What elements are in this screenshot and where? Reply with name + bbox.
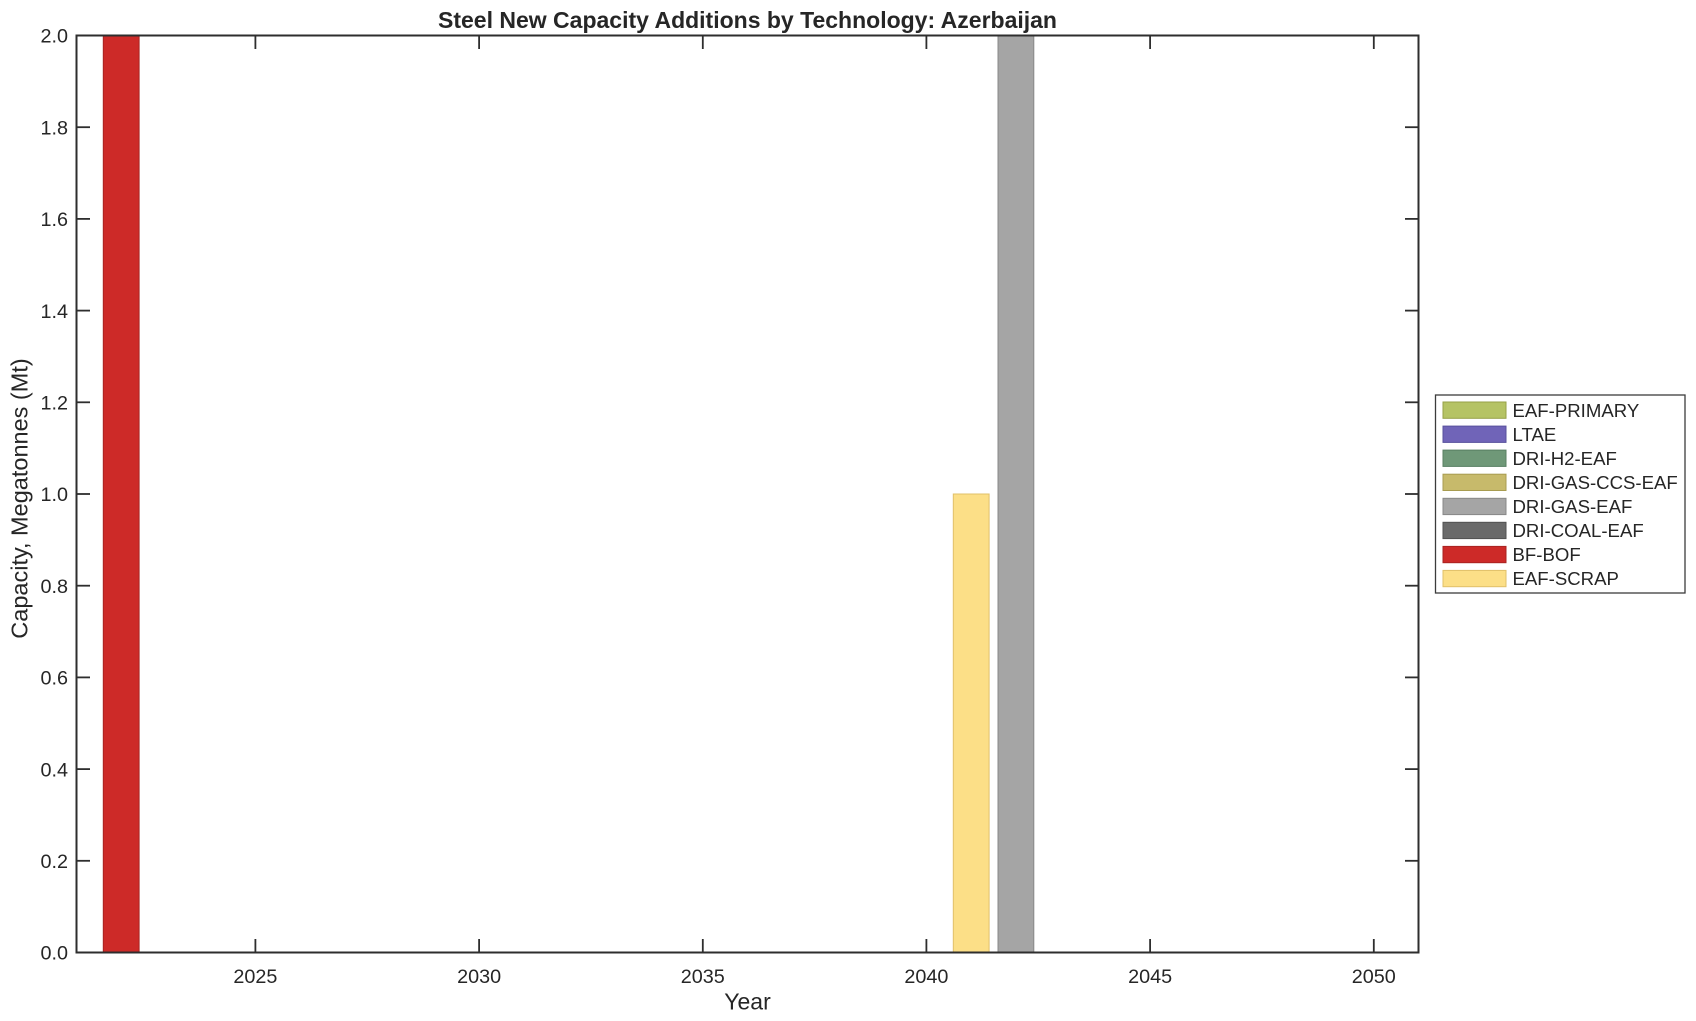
- svg-text:DRI-GAS-EAF: DRI-GAS-EAF: [1513, 496, 1633, 517]
- svg-text:2050: 2050: [1352, 966, 1396, 988]
- svg-text:DRI-COAL-EAF: DRI-COAL-EAF: [1513, 520, 1644, 541]
- svg-text:2045: 2045: [1128, 966, 1172, 988]
- svg-text:0.2: 0.2: [41, 851, 69, 873]
- svg-text:Year: Year: [724, 989, 771, 1015]
- svg-text:2040: 2040: [904, 966, 948, 988]
- svg-text:1.2: 1.2: [41, 393, 69, 415]
- svg-text:1.8: 1.8: [41, 117, 69, 139]
- svg-text:EAF-PRIMARY: EAF-PRIMARY: [1513, 400, 1640, 421]
- svg-text:1.0: 1.0: [41, 484, 69, 506]
- svg-text:2025: 2025: [233, 966, 277, 988]
- svg-text:Steel New Capacity Additions b: Steel New Capacity Additions by Technolo…: [438, 7, 1057, 33]
- svg-text:1.4: 1.4: [41, 301, 69, 323]
- svg-text:2030: 2030: [457, 966, 501, 988]
- svg-text:DRI-GAS-CCS-EAF: DRI-GAS-CCS-EAF: [1513, 472, 1678, 493]
- svg-text:1.6: 1.6: [41, 209, 69, 231]
- svg-text:2035: 2035: [681, 966, 725, 988]
- svg-text:BF-BOF: BF-BOF: [1513, 544, 1581, 565]
- svg-text:DRI-H2-EAF: DRI-H2-EAF: [1513, 448, 1617, 469]
- svg-text:2.0: 2.0: [41, 26, 69, 48]
- svg-text:EAF-SCRAP: EAF-SCRAP: [1513, 568, 1619, 589]
- svg-text:0.6: 0.6: [41, 668, 69, 690]
- svg-text:0.8: 0.8: [41, 576, 69, 598]
- svg-text:0.4: 0.4: [41, 759, 69, 781]
- svg-text:Capacity, Megatonnes (Mt): Capacity, Megatonnes (Mt): [6, 358, 32, 638]
- svg-text:0.0: 0.0: [41, 943, 69, 965]
- svg-text:LTAE: LTAE: [1513, 424, 1557, 445]
